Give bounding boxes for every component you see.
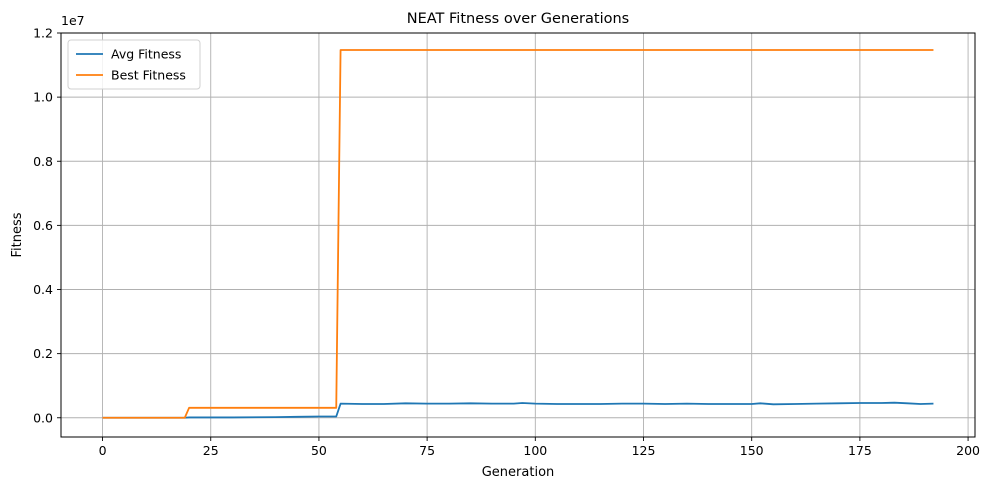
legend-label: Avg Fitness	[111, 47, 181, 62]
x-tick-label: 25	[203, 443, 219, 458]
chart-title: NEAT Fitness over Generations	[407, 11, 629, 27]
x-tick-label: 75	[419, 443, 435, 458]
y-tick-label: 0.2	[33, 346, 53, 361]
plot-frame	[60, 32, 976, 438]
y-axis-ticks: 0.0 0.2 0.4 0.6 0.8 1.0 1.2	[33, 26, 61, 425]
x-axis-label: Generation	[482, 465, 555, 480]
series-lines	[102, 49, 934, 419]
y-tick-label: 1.2	[33, 26, 53, 41]
y-tick-label: 0.0	[33, 410, 53, 425]
y-tick-label: 0.8	[33, 154, 53, 169]
x-tick-label: 0	[99, 443, 107, 458]
legend-box	[67, 39, 201, 90]
y-axis-multiplier: 1e7	[61, 13, 85, 28]
legend-label: Best Fitness	[111, 68, 186, 83]
y-tick-label: 1.0	[33, 90, 53, 105]
y-axis-label: Fitness	[10, 212, 25, 257]
x-tick-label: 125	[632, 443, 656, 458]
x-tick-label: 175	[848, 443, 872, 458]
y-tick-label: 0.6	[33, 218, 53, 233]
x-tick-label: 200	[956, 443, 980, 458]
y-tick-label: 0.4	[33, 282, 53, 297]
grid	[61, 32, 975, 437]
series-line-avg-fitness	[102, 401, 934, 419]
x-tick-label: 50	[311, 443, 327, 458]
x-axis-ticks: 0 25 50 75 100 125 150 175 200	[99, 437, 980, 458]
x-tick-label: 150	[740, 443, 764, 458]
legend: Avg Fitness Best Fitness	[67, 39, 201, 90]
series-line-best-fitness	[102, 49, 934, 419]
x-tick-label: 100	[523, 443, 547, 458]
